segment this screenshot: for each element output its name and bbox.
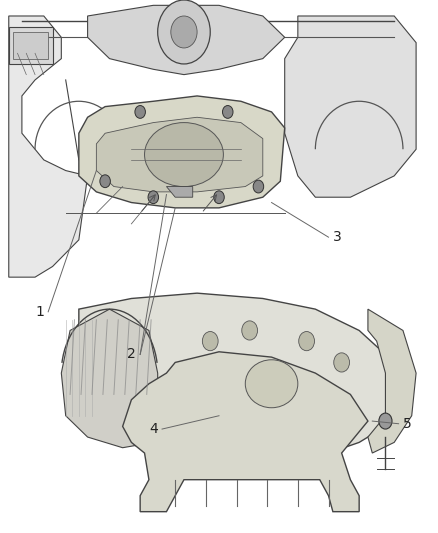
Text: 3: 3 bbox=[333, 230, 342, 244]
Circle shape bbox=[158, 0, 210, 64]
Polygon shape bbox=[166, 187, 193, 197]
Text: 5: 5 bbox=[403, 417, 412, 431]
Polygon shape bbox=[79, 96, 285, 208]
Polygon shape bbox=[9, 16, 88, 277]
Text: 2: 2 bbox=[127, 348, 136, 361]
FancyBboxPatch shape bbox=[9, 27, 53, 64]
Circle shape bbox=[379, 413, 392, 429]
Circle shape bbox=[100, 175, 110, 188]
Circle shape bbox=[171, 16, 197, 48]
Polygon shape bbox=[123, 352, 368, 512]
Text: 1: 1 bbox=[35, 305, 44, 319]
Circle shape bbox=[202, 332, 218, 351]
Circle shape bbox=[334, 353, 350, 372]
Circle shape bbox=[214, 191, 224, 204]
Polygon shape bbox=[66, 293, 403, 458]
Circle shape bbox=[242, 321, 258, 340]
Polygon shape bbox=[285, 16, 416, 197]
FancyBboxPatch shape bbox=[13, 32, 48, 59]
Circle shape bbox=[299, 332, 314, 351]
Ellipse shape bbox=[245, 360, 298, 408]
Polygon shape bbox=[96, 117, 263, 192]
Polygon shape bbox=[61, 309, 158, 448]
Text: 4: 4 bbox=[149, 422, 158, 436]
Polygon shape bbox=[368, 309, 416, 453]
Ellipse shape bbox=[145, 123, 223, 187]
Circle shape bbox=[223, 106, 233, 118]
Circle shape bbox=[253, 180, 264, 193]
Polygon shape bbox=[88, 5, 285, 75]
Circle shape bbox=[148, 191, 159, 204]
Circle shape bbox=[135, 106, 145, 118]
